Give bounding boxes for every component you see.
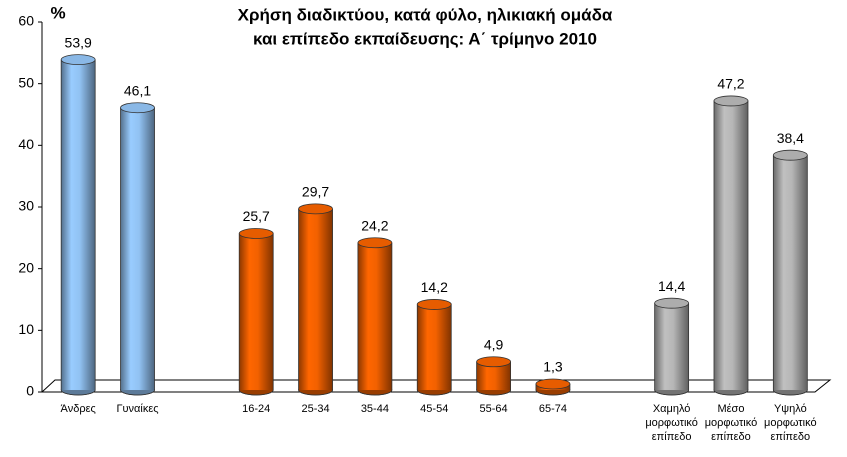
bar-top — [60, 54, 96, 66]
bar-outline — [713, 100, 749, 396]
bar — [713, 100, 748, 390]
chart-title: Χρήση διαδικτύου, κατά φύλο, ηλικιακή ομ… — [238, 5, 613, 24]
value-label: 53,9 — [65, 34, 92, 50]
x-tick-label: Χαμηλό μορφωτικό επίπεδο — [645, 403, 698, 443]
x-tick-label: 45-54 — [420, 403, 449, 415]
value-label: 14,2 — [421, 279, 448, 295]
bar — [417, 304, 452, 390]
bar-top — [654, 297, 690, 309]
bar-group — [357, 237, 393, 396]
value-label: 46,1 — [124, 82, 151, 98]
x-tick-label: 16-24 — [242, 403, 271, 415]
bar-top — [713, 95, 749, 107]
bar-outline — [298, 208, 333, 396]
value-label: 4,9 — [484, 336, 504, 352]
bar-group — [535, 378, 571, 396]
bar-outline — [535, 383, 571, 396]
value-label: 25,7 — [243, 208, 270, 224]
bar-top — [535, 378, 571, 390]
x-tick-label: Υψηλό μορφωτικό επίπεδο — [764, 403, 817, 443]
bar-group — [416, 299, 452, 396]
bar-outline — [416, 304, 452, 396]
x-tick-label: 65-74 — [538, 403, 567, 415]
x-tick-label: Μέσο μορφωτικό επίπεδο — [704, 403, 758, 443]
y-axis-label: % — [50, 3, 65, 22]
y-tick-label: 40 — [18, 136, 34, 152]
bar-group — [772, 149, 808, 396]
bar-group — [60, 54, 96, 396]
x-tick-label: 35-44 — [360, 403, 389, 415]
bar-outline — [654, 303, 690, 396]
bar-outline — [60, 59, 96, 396]
bar-group — [476, 356, 511, 396]
bar — [298, 208, 333, 390]
value-label: 29,7 — [302, 184, 329, 200]
bar-outline — [238, 233, 274, 396]
bar-group — [120, 102, 155, 396]
bar-top — [772, 149, 808, 161]
bar-group — [298, 203, 333, 396]
bar-group — [713, 95, 749, 396]
bar-top — [120, 102, 155, 114]
y-tick-label: 10 — [18, 321, 34, 337]
x-tick-label: Γυναίκες — [116, 403, 159, 415]
bar — [239, 233, 274, 390]
bar-outline — [476, 361, 511, 396]
y-tick-label: 30 — [18, 198, 34, 214]
value-label: 14,4 — [658, 278, 685, 294]
y-tick-label: 50 — [18, 74, 34, 90]
y-tick-label: 20 — [18, 259, 34, 275]
bar — [773, 155, 808, 390]
x-tick-label: 55-64 — [479, 403, 508, 415]
value-label: 38,4 — [777, 130, 804, 146]
bar-outline — [357, 242, 393, 396]
value-label: 47,2 — [717, 76, 744, 92]
bar — [654, 303, 689, 390]
bar-top — [476, 356, 511, 368]
bar-outline — [772, 155, 808, 396]
y-tick-label: 60 — [18, 13, 34, 29]
bar-top — [416, 299, 452, 310]
bar-top — [298, 203, 333, 215]
bar — [357, 242, 392, 390]
bar-top — [238, 228, 274, 239]
y-tick-label: 0 — [26, 383, 34, 399]
bar-group — [654, 297, 690, 396]
bar-outline — [120, 107, 155, 396]
value-label: 24,2 — [361, 217, 388, 233]
x-tick-label: Άνδρες — [60, 403, 96, 415]
bar-top — [357, 237, 393, 249]
bar — [61, 59, 96, 390]
value-label: 1,3 — [543, 359, 563, 375]
bar-group — [238, 228, 274, 396]
bar — [120, 107, 155, 390]
x-tick-label: 25-34 — [301, 403, 330, 415]
chart-title: και επίπεδο εκπαίδευσης: Α΄ τρίμηνο 2010 — [253, 29, 597, 48]
